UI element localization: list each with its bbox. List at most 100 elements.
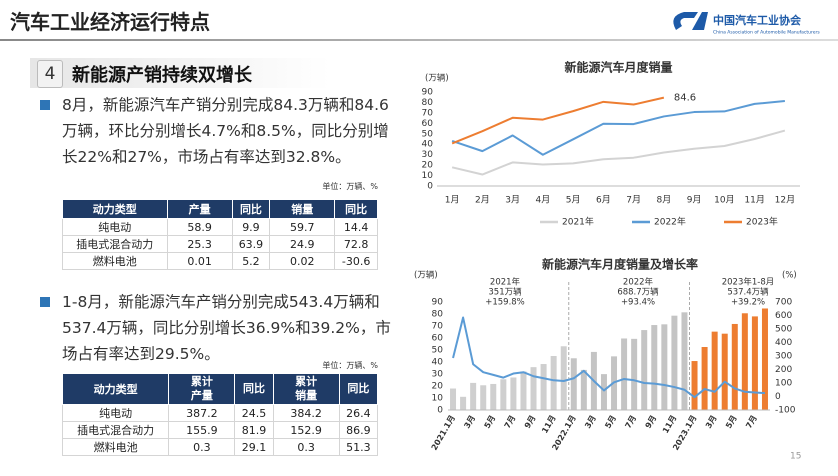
bar — [520, 371, 527, 410]
bar — [580, 369, 587, 410]
annotation: +93.4% — [621, 298, 655, 308]
bar — [530, 367, 537, 410]
cell-text: 155.9 — [186, 423, 218, 437]
cell-text: 72.8 — [343, 237, 369, 251]
cell: 燃料电池 — [61, 438, 170, 456]
x-tick-label: 9月 — [687, 195, 702, 206]
bullet-marker — [40, 100, 50, 110]
y2-unit: (%) — [782, 271, 797, 281]
x-tick-label: 2021.1月 — [430, 414, 457, 452]
annotation: 688.7万辆 — [617, 287, 659, 298]
cell-text: 5.2 — [242, 254, 260, 268]
legend-label: 2021年 — [562, 216, 594, 228]
cell: 63.9 — [231, 235, 271, 253]
y2-tick-label: -100 — [775, 406, 796, 416]
x-tick-label: 4月 — [536, 195, 551, 206]
cell-text: 燃料电池 — [93, 441, 138, 454]
bar — [691, 361, 698, 410]
cell-text: 纯电动 — [98, 221, 132, 234]
y-tick-label: 0 — [437, 406, 443, 416]
cell-text: 0.02 — [290, 254, 315, 268]
y-tick-label: 50 — [422, 129, 434, 139]
annotation: 351万辆 — [488, 287, 522, 298]
bar — [731, 323, 738, 410]
y-tick-label: 90 — [422, 88, 434, 98]
legend-label: 2022年 — [654, 216, 686, 228]
bar — [641, 330, 648, 410]
y-tick-label: 10 — [432, 394, 444, 404]
header-text: 销量 — [291, 203, 314, 216]
cell-text: -30.6 — [341, 254, 371, 268]
header-cell: 同比 — [234, 373, 274, 405]
bar — [671, 315, 678, 410]
line — [451, 99, 785, 156]
x-tick-label: 5月 — [566, 195, 581, 206]
x-tick-label: 1月 — [445, 195, 460, 206]
bar — [631, 338, 638, 410]
y-tick-label: 60 — [422, 119, 434, 129]
row: 插电式混合动力 155.9 81.9 152.9 86.9 — [61, 421, 379, 439]
cell-text: 59.7 — [290, 220, 315, 234]
header-rule — [0, 39, 838, 41]
x-tick-label: 5月 — [483, 414, 498, 430]
bar — [701, 347, 708, 410]
bar — [711, 331, 718, 410]
bar — [470, 382, 477, 410]
x-tick-label: 3月 — [462, 414, 477, 430]
cell-text: 25.3 — [187, 237, 212, 251]
header-cell: 同比 — [334, 199, 378, 219]
cell-text: 0.3 — [297, 440, 315, 454]
line — [451, 96, 665, 145]
cell: 0.01 — [166, 252, 233, 270]
y-tick-label: 80 — [422, 98, 434, 108]
cell-text: 152.9 — [290, 423, 322, 437]
table: 动力类型 累计产量 同比 累计销量 同比 纯电动 387.2 24.5 384.2 26.4 插电式… — [61, 373, 379, 456]
x-tick-label: 3月 — [583, 414, 598, 430]
bar — [621, 338, 628, 410]
table-unit: 单位：万辆、% — [322, 182, 378, 191]
cell: 0.3 — [168, 438, 236, 456]
bar — [480, 385, 487, 410]
x-tick-label: 7月 — [503, 414, 518, 430]
x-tick-label: 7月 — [744, 414, 759, 430]
logo-cn: 中国汽车工业协会 — [713, 13, 802, 27]
cell: 51.3 — [338, 438, 379, 456]
bar — [460, 396, 467, 410]
y-tick-label: 70 — [422, 108, 434, 118]
x-tick-label: 12月 — [775, 195, 795, 206]
cell: 0.3 — [272, 438, 340, 456]
y-tick-label: 80 — [432, 310, 444, 320]
bar — [661, 324, 668, 410]
bar — [560, 346, 567, 410]
header-text: 同比 — [345, 203, 368, 216]
header-row: 动力类型 累计产量 同比 累计销量 同比 — [61, 373, 379, 405]
bar — [510, 377, 517, 410]
x-tick-label: 8月 — [657, 195, 672, 206]
logo-mark — [673, 12, 698, 30]
y-tick-label: 40 — [432, 358, 444, 368]
y-tick-label: 60 — [432, 334, 444, 344]
cell-text: 51.3 — [346, 440, 371, 454]
cell-text: 26.4 — [346, 406, 371, 420]
bar — [651, 325, 658, 410]
row: 插电式混合动力 25.3 63.9 24.9 72.8 — [62, 235, 378, 253]
bullet-text: 8月，新能源汽车产销分别完成84.3万辆和84.6万辆，环比分别增长4.7%和8… — [62, 96, 389, 166]
bar — [540, 364, 547, 410]
line — [451, 129, 786, 176]
header-cell: 同比 — [338, 373, 379, 405]
page-number: 15 — [790, 452, 801, 462]
row: 燃料电池 0.3 29.1 0.3 51.3 — [61, 438, 379, 456]
bullet-text: 1-8月，新能源汽车产销分别完成543.4万辆和537.4万辆，同比分别增长36… — [62, 293, 391, 363]
cell-text: 63.9 — [238, 237, 264, 251]
cell-text: 24.5 — [241, 406, 267, 420]
header-cell: 累计产量 — [168, 373, 236, 405]
table: 动力类型 产量 同比 销量 同比 纯电动 58.9 9.9 59.7 14.4 插电式混合动力 25.… — [62, 199, 378, 270]
y-tick-label: 0 — [427, 182, 433, 192]
bar — [450, 388, 457, 410]
logo-en: China Association of Automobile Manufact… — [713, 30, 820, 36]
bar — [490, 383, 497, 410]
cell: 81.9 — [234, 421, 274, 439]
header-text: 累计销量 — [295, 375, 318, 402]
